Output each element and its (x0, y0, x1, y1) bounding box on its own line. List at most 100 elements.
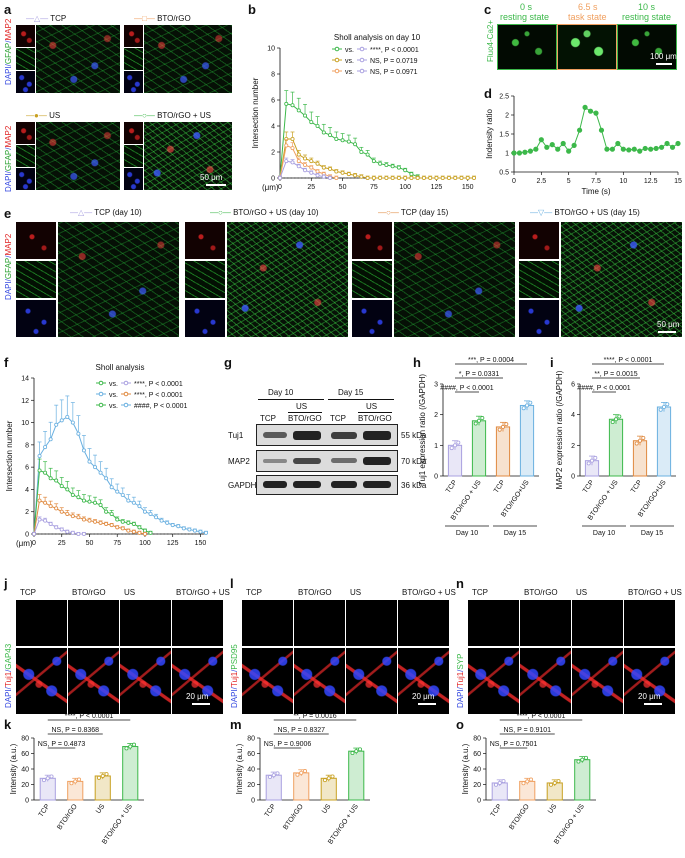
jln-0-group-label-0: TCP (20, 588, 36, 597)
significance-label: ****, P < 0.0001 (604, 357, 653, 364)
a-btous-thumb-green (124, 145, 143, 167)
data-point (96, 775, 101, 780)
data-point (43, 470, 48, 475)
a-btous-thumb-blue (124, 168, 143, 190)
data-point (104, 521, 109, 526)
c-frame-1-image (557, 24, 617, 70)
data-point (576, 759, 581, 764)
data-point (664, 140, 670, 147)
e-scale-label: 50 μm (657, 320, 680, 329)
data-point (353, 142, 358, 147)
data-point (81, 498, 86, 503)
a-us-thumb-blue (16, 168, 35, 190)
data-point (98, 520, 103, 525)
x-axis-label: Time (s) (581, 187, 610, 196)
jln-0-merge-image-2 (120, 648, 171, 714)
g-us-label-2: US (366, 402, 378, 411)
data-point (459, 175, 464, 180)
data-point (328, 133, 333, 138)
data-point (615, 140, 621, 147)
jln-2-ylabel: DAPI/Tuj1/SYP (456, 653, 465, 708)
jln-1-ylabel: DAPI/Tuj1/PSD95 (230, 644, 239, 708)
data-point (334, 137, 339, 142)
e-tile-0-thumb-blue (16, 300, 56, 337)
data-point (637, 148, 643, 154)
panel-letter-d: d (484, 86, 492, 101)
data-point (396, 175, 401, 180)
data-point (303, 769, 308, 774)
g-blot-gapdh (256, 475, 398, 495)
data-point (480, 416, 485, 421)
data-point (187, 527, 192, 532)
y-tick-label: 4 (25, 487, 29, 494)
data-point (525, 403, 530, 408)
data-point (81, 517, 86, 522)
y-tick-label: 40 (21, 767, 29, 774)
jln-1-group-label-3: BTO/rGO + US (402, 588, 456, 597)
chart-f: 0 2 4 6 8 10 12 14 0 25 50 75 100 125 150 Sholl analysi… (5, 363, 208, 548)
significance-label: ####, P < 0.0001 (440, 385, 493, 392)
data-point (465, 175, 470, 180)
panel-letter-n: n (456, 576, 464, 591)
data-point (87, 518, 92, 523)
y-tick-label: 6 (271, 98, 275, 105)
data-point (109, 511, 114, 516)
jln-0-merge-image-0 (16, 648, 67, 714)
a-legend-tcp: —△— TCP (26, 14, 67, 23)
data-point (137, 530, 142, 535)
jln-1-group-label-0: TCP (246, 588, 262, 597)
data-point (295, 772, 300, 777)
bar-0 (39, 777, 56, 801)
data-point (104, 509, 109, 514)
c-frame-2-state: resting state (622, 12, 672, 22)
significance-label: ****, P < 0.0001 (517, 713, 566, 720)
y-tick-label: 0 (571, 474, 575, 481)
data-point (556, 779, 561, 784)
data-point (203, 530, 208, 535)
data-point (428, 175, 433, 180)
a-legend-bto: —□— BTO/rGO (134, 14, 191, 23)
data-point (76, 495, 81, 500)
data-point (415, 175, 420, 180)
data-point (309, 120, 314, 125)
e-tile-1-image (227, 222, 348, 337)
g-blot-map2 (256, 450, 398, 472)
data-point (165, 520, 170, 525)
data-point (598, 127, 605, 133)
group-label: Day 15 (504, 530, 526, 537)
data-point (354, 749, 359, 754)
data-point (471, 175, 476, 180)
y-tick-label: 80 (247, 736, 255, 743)
data-point (675, 140, 681, 147)
data-point (296, 164, 301, 169)
data-point (390, 175, 395, 180)
jln-0-marker-image-0 (16, 600, 67, 646)
y-tick-label: 0 (25, 798, 29, 805)
data-point (321, 165, 326, 170)
y-tick-label: 20 (247, 782, 255, 789)
data-point (48, 437, 53, 442)
data-point (290, 137, 295, 142)
g-us-line-2 (358, 412, 392, 413)
data-point (409, 172, 414, 177)
significance-label: **, P = 0.0016 (293, 713, 336, 720)
data-point (65, 487, 70, 492)
data-point (45, 776, 50, 781)
data-point (529, 777, 534, 782)
data-point (48, 521, 53, 526)
marker-text: GAP43 (4, 643, 13, 670)
data-point (604, 146, 610, 152)
c-frame-0-time: 0 s (520, 2, 533, 12)
tuj1-text: Tuj1 (456, 671, 465, 688)
data-point (473, 421, 478, 426)
data-point (334, 175, 339, 180)
data-point (98, 503, 103, 508)
e-tile-3-thumb-red (519, 222, 559, 259)
a-us-thumb-red (16, 122, 35, 144)
series-line-1 (33, 469, 151, 535)
x-axis-label: (μm) (262, 183, 279, 192)
panel-letter-a: a (4, 2, 12, 17)
x-tick-label: 0 (278, 184, 282, 191)
jln-0-group-label-3: BTO/rGO + US (176, 588, 230, 597)
x-tick-label: 25 (58, 540, 66, 547)
